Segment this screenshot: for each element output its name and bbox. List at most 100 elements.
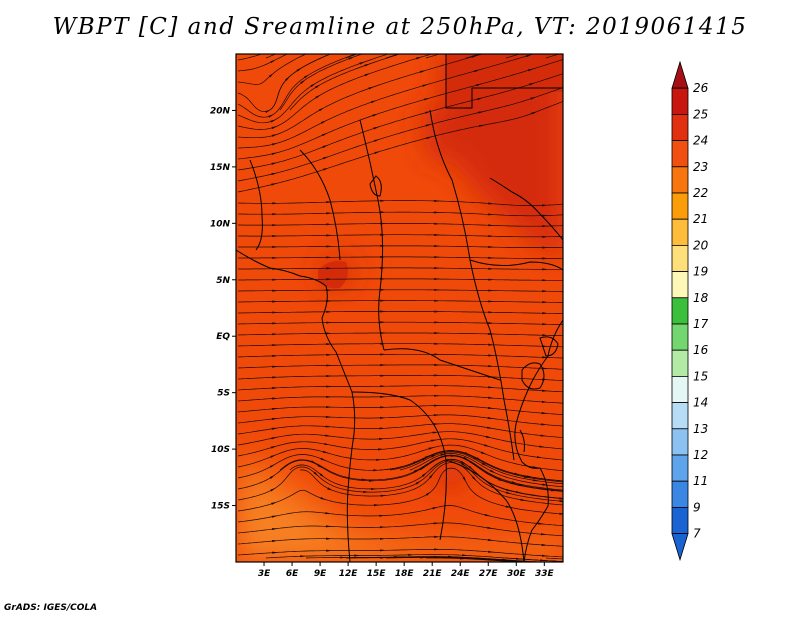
streamline [237,405,563,415]
border-6 [445,459,525,562]
streamline-arrow [487,538,494,541]
streamline [238,211,563,217]
streamline [237,54,484,139]
streamline [237,395,563,404]
streamline [237,431,563,450]
streamline-arrow [271,143,278,146]
border-1 [299,149,341,261]
streamline [238,245,563,248]
warm-region-north [420,108,460,163]
streamline-arrow [506,488,512,492]
coastline-west [236,249,356,562]
streamline-arrow [488,386,494,389]
colorbar-label: 23 [693,160,708,174]
coastline-northeast [489,177,563,241]
streamline-arrow [380,406,386,409]
streamline-arrow [488,300,494,303]
streamline-arrow [272,354,278,357]
streamline [269,54,332,111]
streamline-arrow [271,162,278,165]
streamline-arrow [541,400,548,403]
streamline-arrow [324,442,331,446]
streamline-arrow [380,385,386,388]
streamline-arrow [462,554,468,557]
streamline-arrow [380,364,386,367]
streamline [237,321,563,325]
streamline-arrow [380,310,386,313]
streamline-arrow [422,457,428,461]
colorbar: 26 25 24 23 22 21 20 19 18 17 16 15 14 13 12 11 9 7 [671,60,709,562]
streamline-arrow [373,126,380,130]
streamline-arrow [432,507,439,510]
streamline-arrow [511,481,518,484]
streamline-arrow [450,454,457,457]
streamline-arrow [272,376,278,379]
lat-label: 10S [211,445,230,455]
streamline-arrow [448,555,454,558]
streamline-arrow [434,363,440,366]
colorbar-label: 25 [693,107,708,121]
streamline-arrow [432,431,439,434]
streamline-arrow [488,558,494,561]
streamline-arrow [272,333,278,336]
streamline-arrow [425,491,432,496]
streamline-arrow [434,548,440,551]
streamline-arrow [310,83,316,88]
streamline-arrow [325,425,332,428]
streamline [289,458,563,499]
streamline-arrow [514,472,521,475]
streamline-arrow [434,211,440,214]
lake-2 [539,336,559,357]
streamline [238,300,563,303]
streamline [409,453,563,488]
colorbar-swatch [671,297,689,325]
colorbar-label: 14 [693,396,708,410]
streamline [237,353,563,359]
streamline-arrow [380,549,386,552]
streamline-arrow [379,526,386,529]
colorbar-swatch [671,323,689,351]
streamline-arrow [272,365,278,368]
streamline-arrow [326,343,332,346]
streamline-arrow [325,434,331,437]
colorbar-swatch [671,271,689,299]
streamline-arrow [271,152,278,155]
colorbar-label: 16 [693,343,709,357]
streamline-arrow [380,255,386,258]
streamline-arrow [541,543,548,546]
border-2 [359,119,385,351]
streamline-arrow [551,489,557,492]
streamline-arrow [326,212,332,215]
streamline-arrow [536,456,543,459]
streamline-arrow [268,72,274,78]
streamline-arrow [520,498,527,501]
streamline-arrow [472,476,477,482]
streamline-arrow [422,84,429,87]
streamline-arrow [271,417,278,421]
streamline-arrow [326,256,332,259]
streamline-arrow [376,458,382,461]
streamline-arrow [523,475,530,478]
streamline [237,101,563,193]
streamline [237,54,263,61]
streamline-arrow [322,156,329,160]
streamline-arrow [374,151,381,154]
streamline-arrow [326,549,332,552]
streamline [426,557,525,562]
colorbar-swatch [671,506,689,534]
streamline-arrow [326,289,332,292]
streamline-arrow [271,183,278,186]
streamline-arrow [380,556,386,559]
streamline-arrow [434,321,440,324]
streamline-arrow [425,111,431,114]
streamline-arrow [434,342,440,345]
streamline-arrow [380,395,386,398]
streamline-arrow [310,460,317,464]
streamline-arrow [326,223,332,226]
border-9 [469,259,563,271]
border-7 [445,54,563,109]
streamline-arrow [272,289,278,292]
streamline-arrow [530,96,537,100]
streamline [237,438,563,461]
streamline-arrow [368,479,375,482]
